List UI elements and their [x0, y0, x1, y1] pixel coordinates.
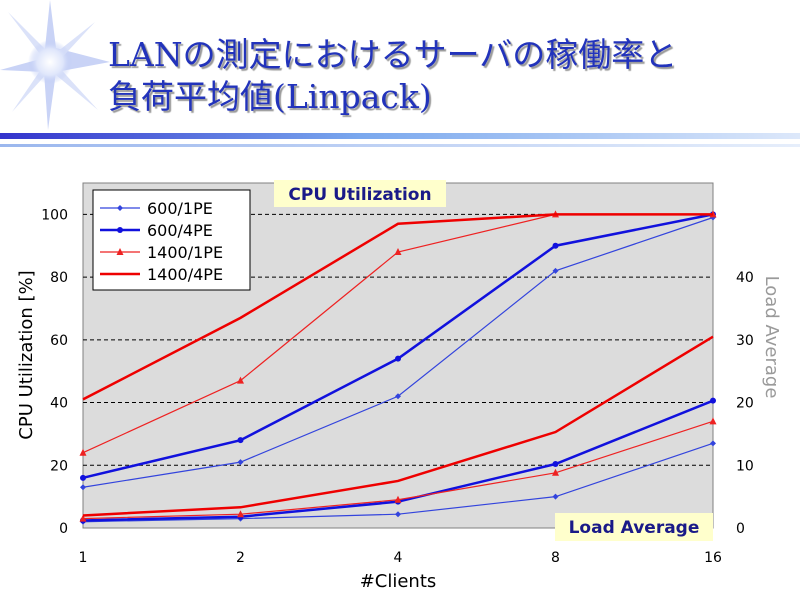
- y-tick-label: 0: [59, 521, 68, 537]
- series-load-1400-1pe: [79, 417, 717, 522]
- cpu-utilization-box: [274, 180, 446, 207]
- data-point: [710, 440, 716, 447]
- data-point: [395, 393, 401, 400]
- data-point: [117, 227, 123, 233]
- legend-label: 1400/1PE: [147, 243, 223, 262]
- y-tick-label: 60: [50, 333, 68, 349]
- y2-tick-label: 0: [736, 521, 745, 537]
- data-point: [79, 514, 87, 522]
- y2-tick-label: 30: [736, 333, 754, 349]
- title-divider-thin-bar: [0, 144, 800, 147]
- y-tick-label: 80: [50, 270, 68, 286]
- y-tick-label: 40: [50, 396, 68, 412]
- starburst-decoration: [0, 0, 110, 130]
- series-cpu-600-1pe: [80, 214, 716, 491]
- y2-tick-label: 20: [736, 396, 754, 412]
- data-point: [710, 397, 716, 404]
- x-tick-label: 1: [79, 550, 88, 566]
- cpu-load-chart: 0 20 40 60 80 100 0 10 20 30 40 1 2 4 8 16 #Clients C…: [16, 180, 782, 592]
- legend-label: 1400/4PE: [147, 265, 223, 284]
- data-point: [394, 248, 402, 255]
- series-cpu-1400-4pe: [82, 213, 713, 401]
- data-series: [79, 210, 717, 525]
- data-point: [552, 461, 559, 468]
- legend-label: 600/4PE: [147, 221, 213, 240]
- x-tick-label: 2: [236, 550, 245, 566]
- data-point: [79, 448, 87, 456]
- y2-tick-label: 40: [736, 270, 754, 286]
- data-point: [395, 511, 401, 518]
- data-point: [552, 242, 559, 249]
- data-point: [395, 355, 401, 362]
- data-point: [80, 474, 86, 481]
- data-point: [552, 493, 559, 500]
- data-point: [116, 248, 124, 255]
- y-axis-tick-labels: 0 20 40 60 80 100: [41, 207, 68, 537]
- legend: 600/1PE 600/4PE 1400/1PE 1400/4PE: [92, 189, 251, 291]
- data-point: [552, 267, 559, 274]
- series-cpu-600-4pe: [80, 211, 716, 481]
- x-axis-label: #Clients: [360, 571, 437, 592]
- data-point: [709, 417, 717, 425]
- legend-entry: 600/4PE: [100, 221, 213, 240]
- legend-entry: 1400/1PE: [100, 243, 223, 262]
- series-load-1400-4pe: [82, 335, 714, 517]
- load-average-box: [555, 513, 713, 541]
- legend-label: 600/1PE: [147, 199, 213, 218]
- y-tick-label: 20: [50, 458, 68, 474]
- title-divider-bar: [0, 133, 800, 139]
- y2-axis-tick-labels: 0 10 20 30 40: [736, 270, 754, 537]
- y2-axis-label: Load Average: [761, 276, 782, 399]
- data-point: [237, 510, 244, 518]
- legend-entry: 600/1PE: [100, 199, 213, 218]
- data-point: [237, 459, 244, 466]
- x-tick-label: 4: [394, 550, 403, 566]
- data-point: [394, 495, 402, 503]
- data-point: [552, 468, 559, 476]
- data-point: [80, 484, 86, 491]
- legend-entry: 1400/4PE: [100, 265, 223, 284]
- slide-title-line1: LANの測定におけるサーバの稼働率と: [108, 35, 678, 74]
- cpu-utilization-box-label: CPU Utilization: [288, 185, 431, 205]
- x-tick-label: 16: [704, 550, 722, 566]
- load-average-box-label: Load Average: [569, 518, 700, 538]
- slide-title: LANの測定におけるサーバの稼働率と 負荷平均値(Linpack): [108, 34, 677, 118]
- y-tick-label: 100: [41, 207, 68, 223]
- x-axis-tick-labels: 1 2 4 8 16: [79, 550, 722, 566]
- slide-title-line2: 負荷平均値(Linpack): [108, 77, 432, 116]
- y2-tick-label: 10: [736, 458, 754, 474]
- data-point: [117, 205, 123, 211]
- series-line: [82, 335, 714, 517]
- y-axis-label: CPU Utilization [%]: [16, 270, 37, 439]
- data-point: [237, 437, 244, 444]
- data-point: [237, 376, 244, 384]
- series-line: [82, 213, 713, 401]
- x-tick-label: 8: [551, 550, 560, 566]
